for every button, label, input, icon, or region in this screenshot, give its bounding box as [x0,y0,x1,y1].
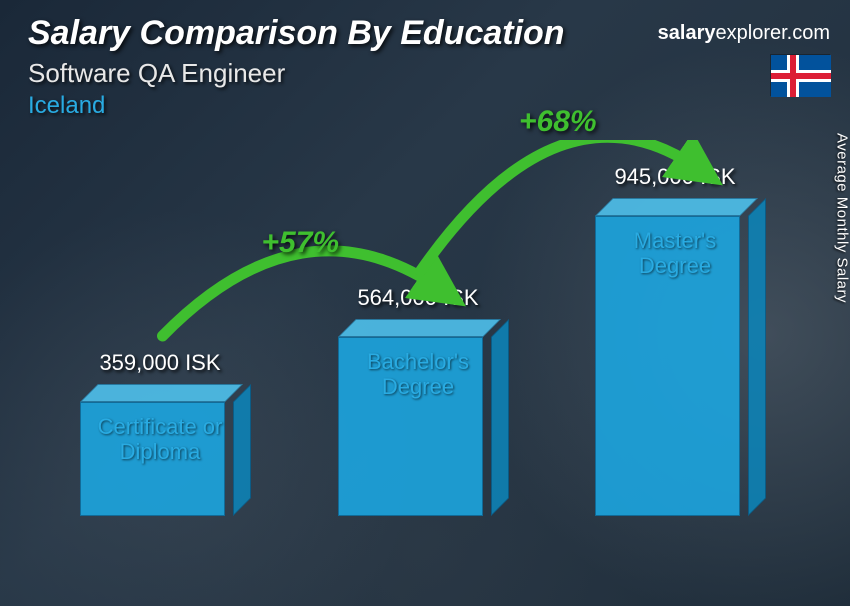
growth-badge-1: +68% [519,105,597,139]
bar-0: 359,000 ISKCertificate orDiploma [80,402,243,516]
brand-suffix: .com [787,22,830,44]
brand-mid: explorer [716,22,787,44]
bar-top [338,319,501,337]
growth-badge-0: +57% [262,226,340,260]
bar-value-label: 359,000 ISK [60,350,260,376]
bar-category-label: Bachelor'sDegree [318,349,518,400]
bar-category-label: Master'sDegree [575,228,775,279]
bar-value-label: 564,000 ISK [318,285,518,311]
page-title: Salary Comparison By Education [28,14,565,53]
brand-prefix: salary [658,22,716,44]
country-label: Iceland [28,92,105,120]
bar-top [595,198,758,216]
y-axis-label: Average Monthly Salary [834,133,850,303]
job-title: Software QA Engineer [28,58,285,89]
bar-1: 564,000 ISKBachelor'sDegree [338,337,501,516]
iceland-flag-icon [770,54,830,96]
bar-category-label: Certificate orDiploma [60,414,260,465]
bar-value-label: 945,000 ISK [575,164,775,190]
brand-logo: salaryexplorer.com [658,22,830,45]
infographic-canvas: Salary Comparison By Education Software … [0,0,850,606]
bar-top [80,384,243,402]
bar-2: 945,000 ISKMaster'sDegree [595,216,758,516]
bar-chart: 359,000 ISKCertificate orDiploma564,000 … [40,140,790,586]
